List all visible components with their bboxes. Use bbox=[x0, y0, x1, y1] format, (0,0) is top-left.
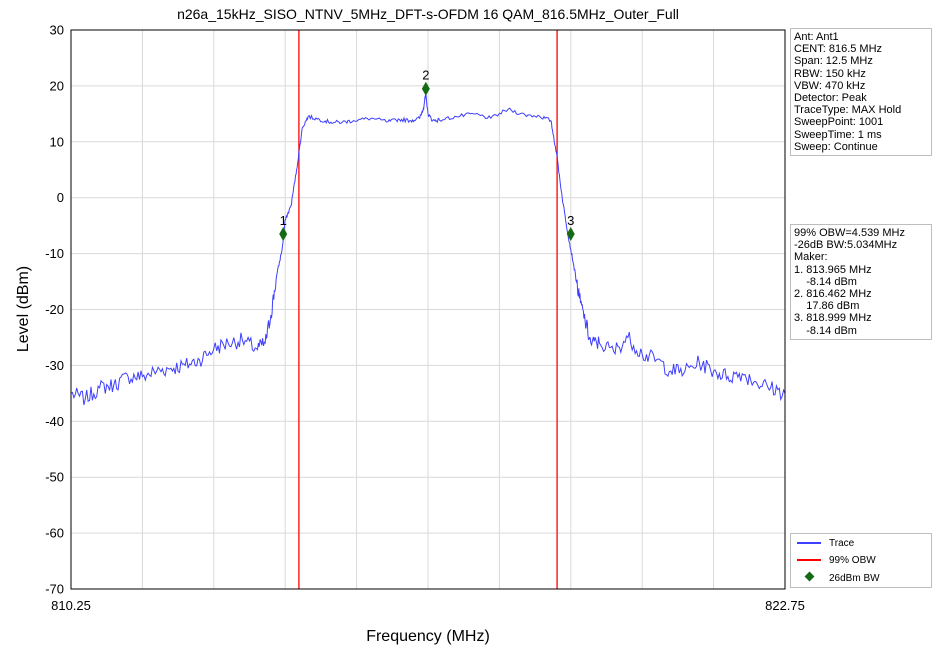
marker-label: 3 bbox=[567, 213, 574, 228]
info-line: SweepPoint: 1001 bbox=[794, 116, 884, 129]
info-line: 1. 813.965 MHz bbox=[794, 263, 872, 276]
info-line: SweepTime: 1 ms bbox=[794, 128, 882, 141]
marker-label: 2 bbox=[422, 68, 429, 83]
info-line: -8.14 dBm bbox=[794, 324, 857, 337]
y-tick-label: -30 bbox=[45, 358, 64, 373]
obw-lines bbox=[298, 30, 558, 589]
y-tick-label: -40 bbox=[45, 414, 64, 429]
y-tick-label: -20 bbox=[45, 302, 64, 317]
measurement-results-box: 99% OBW=4.539 MHz -26dB BW:5.034MHz Maker:… bbox=[790, 224, 932, 340]
info-line: Detector: Peak bbox=[794, 92, 867, 105]
legend-swatch-marker bbox=[795, 571, 823, 585]
y-tick-label: -70 bbox=[45, 582, 64, 597]
measurement-settings-box: Ant: Ant1 CENT: 816.5 MHz Span: 12.5 MHz RB… bbox=[790, 28, 932, 157]
chart-title: n26a_15kHz_SISO_NTNV_5MHz_DFT-s-OFDM 16 … bbox=[177, 6, 679, 22]
legend: Trace 99% OBW 26dBm BW bbox=[790, 533, 932, 588]
info-line: 99% OBW=4.539 MHz bbox=[794, 227, 905, 239]
marker-point bbox=[566, 227, 575, 242]
info-line: VBW: 470 kHz bbox=[794, 79, 866, 92]
y-tick-label: 20 bbox=[50, 78, 64, 93]
y-tick-label: 30 bbox=[50, 23, 64, 38]
info-line: -26dB BW:5.034MHz bbox=[794, 239, 898, 252]
legend-label-marker: 26dBm BW bbox=[829, 572, 880, 584]
plot-frame bbox=[70, 29, 786, 590]
y-axis-label: Level (dBm) bbox=[15, 266, 32, 352]
legend-item-marker: 26dBm BW bbox=[795, 571, 880, 585]
info-line: Maker: bbox=[794, 251, 828, 264]
info-line: 3. 818.999 MHz bbox=[794, 312, 872, 325]
legend-item-trace: Trace bbox=[795, 536, 854, 550]
info-line: CENT: 816.5 MHz bbox=[794, 43, 883, 56]
info-line: Span: 12.5 MHz bbox=[794, 55, 873, 68]
info-line: 17.86 dBm bbox=[794, 300, 860, 313]
x-tick-label: 822.75 bbox=[765, 598, 805, 613]
info-line: Sweep: Continue bbox=[794, 140, 878, 153]
x-tick-labels: 810.25 822.75 bbox=[51, 598, 805, 613]
info-line: RBW: 150 kHz bbox=[794, 67, 866, 80]
legend-swatch-trace bbox=[795, 536, 823, 550]
info-line: TraceType: MAX Hold bbox=[794, 104, 902, 117]
marker-point bbox=[421, 81, 430, 96]
legend-swatch-obw bbox=[795, 553, 823, 567]
x-axis-label: Frequency (MHz) bbox=[366, 628, 490, 645]
grid bbox=[71, 30, 785, 589]
legend-label-obw: 99% OBW bbox=[829, 554, 876, 566]
marker-label: 1 bbox=[280, 213, 287, 228]
trace-series bbox=[70, 92, 786, 406]
trace-line bbox=[70, 92, 786, 406]
markers: 1 2 3 bbox=[279, 68, 575, 242]
marker-point bbox=[279, 227, 288, 242]
legend-label-trace: Trace bbox=[829, 537, 855, 549]
y-tick-label: -50 bbox=[45, 470, 64, 485]
info-line: -8.14 dBm bbox=[794, 275, 857, 288]
legend-item-obw: 99% OBW bbox=[795, 553, 876, 567]
y-tick-label: -10 bbox=[45, 246, 64, 261]
y-tick-label: -60 bbox=[45, 526, 64, 541]
y-tick-labels: 30 20 10 0 -10 -20 -30 -40 -50 -60 -70 bbox=[45, 23, 64, 597]
x-tick-label: 810.25 bbox=[51, 598, 91, 613]
info-line: 2. 816.462 MHz bbox=[794, 288, 872, 301]
y-tick-label: 0 bbox=[57, 190, 64, 205]
info-line: Ant: Ant1 bbox=[794, 31, 839, 43]
y-tick-label: 10 bbox=[50, 134, 64, 149]
